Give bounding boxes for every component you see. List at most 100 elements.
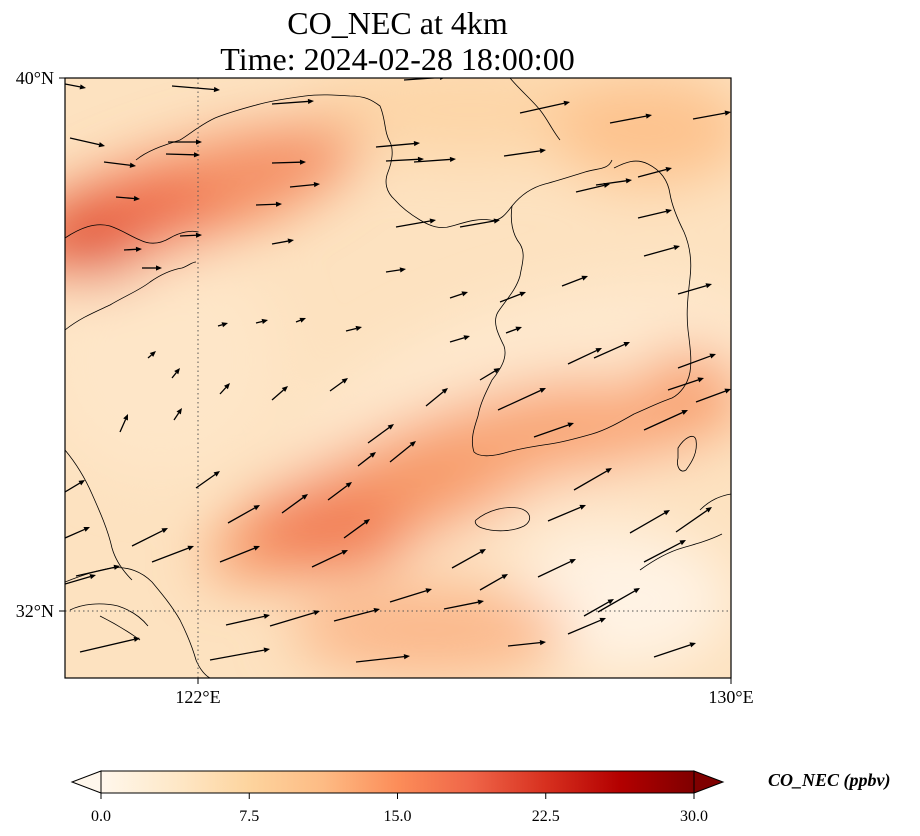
colorbar-max-extend: [693, 770, 725, 794]
wind-arrow-shaft: [533, 424, 569, 438]
wind-arrow-head: [697, 377, 704, 383]
wind-arrow-head: [425, 588, 432, 594]
wind-arrow-shaft: [65, 528, 85, 539]
wind-arrow-head: [399, 267, 406, 273]
wind-arrow-shaft: [575, 184, 605, 193]
wind-arrow-head: [263, 647, 270, 653]
wind-arrow-shaft: [643, 411, 683, 431]
colorbar-tick-label: 30.0: [680, 808, 708, 825]
wind-arrow-head: [213, 86, 220, 93]
wind-arrow-head: [129, 162, 136, 168]
wind-arrow-shaft: [179, 234, 197, 237]
wind-arrow-head: [89, 574, 96, 580]
wind-arrow-shaft: [219, 547, 255, 563]
wind-arrow-head: [409, 441, 416, 447]
wind-arrow-head: [623, 342, 630, 347]
wind-arrow-head: [645, 113, 652, 119]
wind-arrow-shaft: [561, 277, 583, 287]
wind-arrow-shaft: [389, 590, 427, 603]
wind-arrow-head: [689, 642, 696, 648]
wind-arrow-shaft: [695, 390, 726, 403]
wind-arrow-head: [539, 640, 546, 646]
wind-arrow-head: [195, 232, 202, 238]
wind-arrow-shaft: [692, 112, 726, 120]
wind-arrow-shaft: [343, 522, 366, 539]
wind-arrow-shaft: [355, 656, 405, 663]
wind-arrow-shaft: [255, 320, 263, 324]
wind-arrow-shaft: [507, 641, 541, 647]
wind-arrow-head: [724, 388, 731, 394]
colorbar-gradient: [101, 771, 694, 793]
lon-tick-label-130e: 130°E: [708, 687, 753, 707]
wind-arrow-head: [705, 507, 712, 513]
wind-arrow-shaft: [333, 609, 375, 622]
lat-tick-label-32n: 32°N: [16, 601, 54, 621]
map-title-line1: CO_NEC at 4km: [287, 5, 508, 41]
wind-arrow-head: [113, 564, 120, 570]
wind-arrow-shaft: [65, 576, 91, 585]
wind-arrow-shaft: [375, 142, 415, 148]
wind-arrow-shaft: [209, 649, 265, 661]
wind-arrow-shaft: [225, 615, 265, 626]
wind-arrow-shaft: [413, 158, 451, 163]
wind-arrow-head: [463, 335, 470, 341]
wind-arrow-shaft: [637, 210, 667, 219]
wind-arrow-shaft: [677, 285, 707, 295]
wind-arrow-head: [539, 148, 546, 154]
wind-arrow-head: [705, 283, 712, 289]
wind-arrow-head: [301, 494, 308, 500]
wind-arrow-head: [625, 178, 632, 184]
wind-arrow-head: [287, 238, 294, 244]
wind-arrow-head: [387, 424, 394, 430]
wind-arrow-head: [417, 156, 424, 162]
wind-arrow-shaft: [75, 566, 115, 577]
wind-arrow-head: [413, 140, 420, 147]
wind-arrow-shaft: [329, 380, 344, 392]
wind-arrow-head: [581, 275, 588, 281]
wind-arrow-shaft: [271, 389, 284, 401]
wind-arrow-head: [174, 368, 180, 375]
wind-arrow-head: [281, 386, 288, 392]
wind-arrow-head: [213, 471, 220, 477]
wind-arrow-shaft: [643, 246, 675, 257]
wind-arrow-head: [98, 142, 105, 148]
wind-arrow-head: [539, 388, 546, 393]
wind-arrow-head: [569, 559, 576, 564]
wind-arrow-head: [196, 139, 202, 145]
wind-arrow-shaft: [255, 203, 277, 206]
wind-arrow-shaft: [389, 444, 412, 463]
wind-arrow-shaft: [653, 644, 691, 658]
wind-arrow-shaft: [357, 455, 372, 467]
wind-arrow-head: [429, 218, 436, 224]
wind-arrow-shaft: [593, 343, 625, 359]
wind-arrow-head: [345, 482, 352, 488]
wind-arrow-shaft: [667, 379, 699, 391]
wind-arrow-head: [307, 98, 314, 105]
wind-arrow-head: [261, 318, 268, 324]
wind-arrow-shaft: [79, 638, 135, 653]
wind-arrow-head: [403, 654, 410, 660]
wind-arrow-head: [253, 505, 260, 511]
wind-arrow-shaft: [519, 102, 565, 114]
colorbar-tick-label: 15.0: [384, 808, 412, 825]
wind-arrow-shaft: [151, 547, 189, 563]
wind-arrow-head: [133, 636, 140, 642]
wind-arrow-shaft: [295, 319, 301, 323]
wind-arrow-shaft: [629, 512, 666, 534]
wind-arrow-head: [341, 550, 348, 555]
lat-tick-label-40n: 40°N: [16, 68, 54, 88]
wind-arrow-shaft: [311, 551, 343, 568]
wind-arrow-head: [461, 291, 468, 297]
wind-arrow-shaft: [643, 542, 681, 563]
wind-arrow-shaft: [537, 560, 571, 578]
concentration-field: [65, 78, 731, 678]
wind-arrow-head: [493, 368, 500, 374]
wind-arrow-shaft: [637, 168, 667, 178]
wind-arrow-shaft: [497, 389, 541, 411]
wind-arrow-head: [633, 588, 640, 594]
wind-arrow-head: [263, 613, 270, 619]
wind-arrow-head: [595, 348, 602, 353]
wind-arrow-shaft: [395, 220, 431, 228]
wind-arrow-shaft: [327, 485, 348, 501]
